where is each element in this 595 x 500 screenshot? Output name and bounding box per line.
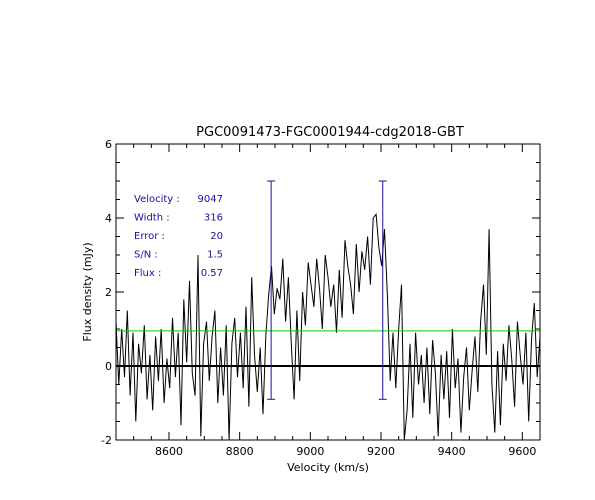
annotation-label: Error : — [134, 231, 165, 242]
x-tick-label: 9400 — [438, 445, 466, 458]
x-tick-label: 9600 — [508, 445, 536, 458]
y-tick-label: 4 — [105, 212, 112, 225]
plot-area — [116, 180, 540, 440]
annotation-value: 0.57 — [201, 268, 223, 279]
y-axis-label: Flux density (mJy) — [81, 242, 94, 341]
annotation-label: Width : — [134, 213, 170, 224]
annotation-value: 1.5 — [207, 250, 223, 261]
annotation-label: S/N : — [134, 250, 158, 261]
velocity-width-marker — [267, 180, 276, 400]
plot-frame — [115, 143, 541, 441]
chart-title: PGC0091473-FGC0001944-cdg2018-GBT — [196, 125, 464, 140]
x-axis-label: Velocity (km/s) — [287, 461, 369, 474]
y-tick-label: 6 — [105, 138, 112, 151]
velocity-width-marker — [378, 180, 387, 400]
annotation-label: Velocity : — [134, 194, 180, 205]
spectrum-line — [116, 212, 540, 440]
x-tick-label: 9200 — [367, 445, 395, 458]
measurement-annotations: Velocity : 9047 Width : 316 Error : 20 S/N : 1.… — [134, 194, 223, 279]
x-tick-label: 9000 — [296, 445, 324, 458]
annotation-label: Flux : — [134, 268, 161, 279]
x-tick-label: 8800 — [226, 445, 254, 458]
y-tick-label: -2 — [101, 434, 112, 447]
annotation-value: 9047 — [198, 194, 223, 205]
y-tick-label: 0 — [105, 360, 112, 373]
x-tick-label: 8600 — [155, 445, 183, 458]
annotation-value: 316 — [204, 213, 223, 224]
annotation-value: 20 — [210, 231, 223, 242]
y-tick-label: 2 — [105, 286, 112, 299]
axis-ticks: 8600 8800 9000 9200 9400 9600 -2 0 2 4 6 — [101, 138, 541, 458]
